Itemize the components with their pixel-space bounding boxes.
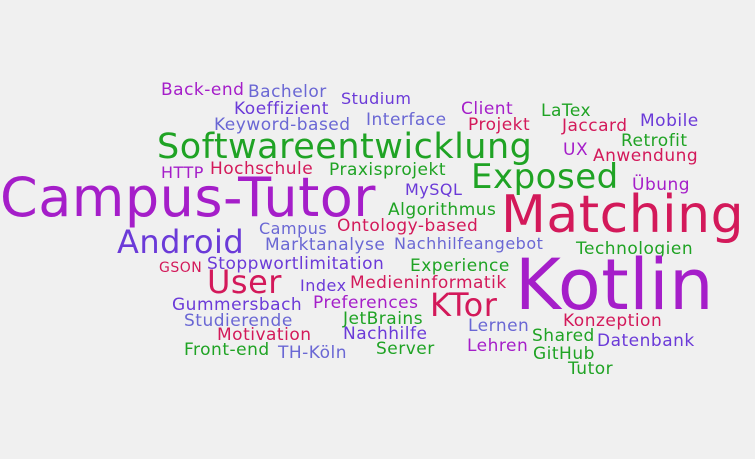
- word-ux: UX: [563, 140, 589, 160]
- word-gummersbach: Gummersbach: [172, 295, 303, 315]
- word-exposed: Exposed: [471, 157, 619, 197]
- word-medieninformatik: Medieninformatik: [350, 273, 507, 293]
- word-koeffizient: Koeffizient: [234, 99, 329, 119]
- word-back-end: Back-end: [161, 80, 245, 100]
- word-hochschule: Hochschule: [210, 159, 314, 179]
- word-nachhilfe: Nachhilfe: [343, 324, 428, 344]
- word-projekt: Projekt: [468, 115, 531, 135]
- word-tutor: Tutor: [568, 359, 614, 379]
- word-index: Index: [300, 276, 347, 295]
- word-matching: Matching: [501, 185, 745, 245]
- word-technologien: Technologien: [576, 239, 694, 259]
- word-stoppwortlimitation: Stoppwortlimitation: [207, 254, 385, 274]
- word-gson: GSON: [159, 260, 203, 276]
- word-shared: Shared: [532, 326, 595, 346]
- word-marktanalyse: Marktanalyse: [265, 235, 386, 255]
- word-client: Client: [461, 99, 514, 119]
- word-retrofit: Retrofit: [621, 131, 688, 151]
- word-lernen: Lernen: [468, 316, 530, 336]
- word-preferences: Preferences: [313, 293, 419, 313]
- word-jetbrains: JetBrains: [343, 309, 424, 329]
- word-interface: Interface: [366, 110, 447, 130]
- word-lehren: Lehren: [467, 336, 529, 356]
- word-studium: Studium: [341, 89, 412, 108]
- word-datenbank: Datenbank: [597, 331, 695, 351]
- word-http: HTTP: [161, 163, 204, 182]
- word-ktor: KTor: [430, 286, 498, 324]
- word-bachelor: Bachelor: [248, 82, 327, 102]
- word-front-end: Front-end: [184, 340, 270, 360]
- word-latex: LaTex: [541, 101, 592, 121]
- word-kotlin: Kotlin: [515, 244, 714, 326]
- word-algorithmus: Algorithmus: [388, 200, 497, 220]
- word-th-koeln: TH-Köln: [278, 343, 348, 363]
- word-mobile: Mobile: [640, 111, 699, 131]
- word-anwendung: Anwendung: [593, 146, 699, 166]
- word-motivation: Motivation: [217, 325, 312, 345]
- word-jaccard: Jaccard: [562, 116, 628, 136]
- word-softwareentwicklung: Softwareentwicklung: [157, 127, 533, 167]
- word-studierende: Studierende: [184, 311, 293, 331]
- word-ontology-based: Ontology-based: [337, 216, 479, 236]
- word-nachhilfeangebot: Nachhilfeangebot: [394, 234, 544, 253]
- word-keyword-based: Keyword-based: [214, 115, 351, 135]
- word-campus: Campus: [259, 219, 328, 238]
- word-github: GitHub: [533, 344, 595, 364]
- word-experience: Experience: [410, 256, 510, 276]
- word-server: Server: [376, 339, 435, 359]
- word-praxisprojekt: Praxisprojekt: [329, 160, 446, 180]
- word-mysql: MySQL: [405, 180, 463, 199]
- word-uebung: Übung: [632, 175, 691, 195]
- word-android: Android: [117, 223, 245, 261]
- word-user: User: [207, 263, 282, 301]
- word-campus-tutor: Campus-Tutor: [0, 166, 376, 229]
- word-konzeption: Konzeption: [563, 311, 663, 331]
